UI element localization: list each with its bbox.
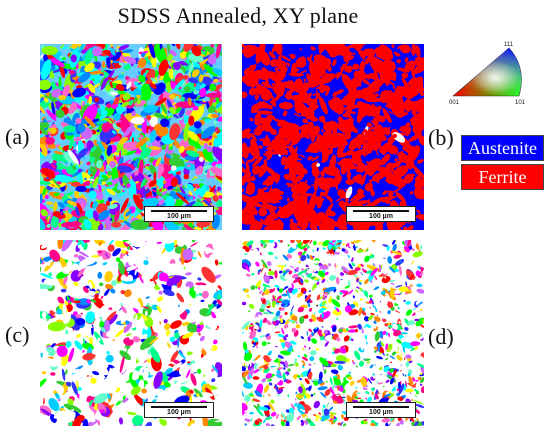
scalebar-line xyxy=(151,406,207,408)
ipf-label-111: 111 xyxy=(504,42,514,48)
legend-ferrite-label: Ferrite xyxy=(478,167,527,187)
scalebar-label: 100 µm xyxy=(369,213,393,220)
scalebar-label: 100 µm xyxy=(369,409,393,416)
panel-a-orientation-map: 100 µm xyxy=(40,44,222,230)
ipf-color-key: 111 001 101 xyxy=(449,42,526,106)
panel-label-d: (d) xyxy=(428,324,454,349)
panel-b-scalebar: 100 µm xyxy=(346,206,416,222)
panel-d-map-image xyxy=(242,240,424,426)
panel-c-scalebar: 100 µm xyxy=(144,402,214,418)
scalebar-label: 100 µm xyxy=(167,409,191,416)
panel-label-c: (c) xyxy=(5,322,30,347)
panel-c-map-image xyxy=(40,240,222,426)
scalebar-line xyxy=(353,406,409,408)
panel-c-orientation-map: 100 µm xyxy=(40,240,222,426)
panel-b-phase-map: 100 µm xyxy=(242,44,424,230)
ipf-label-001: 001 xyxy=(449,100,460,106)
panel-d-scalebar: 100 µm xyxy=(346,402,416,418)
panel-a-map-image xyxy=(40,44,222,230)
scalebar-line xyxy=(151,210,207,212)
legend-austenite: Austenite xyxy=(461,135,544,161)
scalebar-label: 100 µm xyxy=(167,213,191,220)
panel-label-a: (a) xyxy=(5,124,30,149)
panel-a-scalebar: 100 µm xyxy=(144,206,214,222)
ipf-label-101: 101 xyxy=(515,100,526,106)
panel-label-b: (b) xyxy=(428,125,454,150)
panel-b-map-image xyxy=(242,44,424,230)
panel-d-orientation-map: 100 µm xyxy=(242,240,424,426)
figure-title: SDSS Annealed, XY plane xyxy=(117,3,359,28)
legend-ferrite: Ferrite xyxy=(461,164,544,190)
scalebar-line xyxy=(353,210,409,212)
legend-austenite-label: Austenite xyxy=(468,138,537,158)
